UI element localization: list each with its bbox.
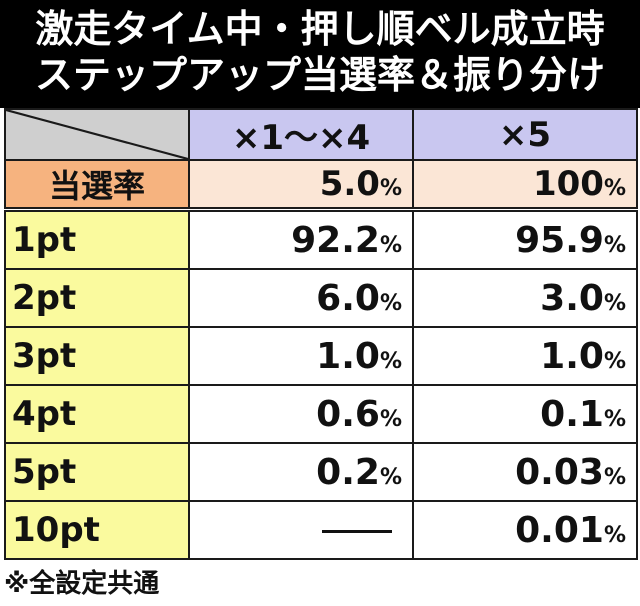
row-label: 1pt <box>4 210 190 270</box>
dash-icon <box>322 530 392 533</box>
row-value-col2: 95.9% <box>412 210 638 270</box>
rate-value-col-1-number: 5.0 <box>319 164 380 204</box>
row-label: 4pt <box>4 384 190 444</box>
header-row: ×1〜×4 ×5 <box>4 108 638 161</box>
value-unit: % <box>379 348 402 374</box>
row-value-col2: 0.03% <box>412 442 638 502</box>
row-value-col1: 1.0% <box>188 326 414 386</box>
value-unit: % <box>603 290 626 316</box>
value-unit: % <box>379 290 402 316</box>
value-number: 0.01 <box>515 509 604 551</box>
value-number: 95.9 <box>515 219 604 261</box>
row-value-col2: 3.0% <box>412 268 638 328</box>
value-number: 1.0 <box>540 335 604 377</box>
row-value-col2: 0.1% <box>412 384 638 444</box>
title-line-1: 激走タイム中・押し順ベル成立時 <box>35 7 605 51</box>
rate-value-col-2: 100% <box>412 159 638 209</box>
row-label: 5pt <box>4 442 190 502</box>
diagonal-line-icon <box>7 111 187 158</box>
value-number: 0.2 <box>316 451 380 493</box>
row-value-col1: 6.0% <box>188 268 414 328</box>
value-unit: % <box>379 406 402 432</box>
value-unit: % <box>379 464 402 490</box>
title-banner: 激走タイム中・押し順ベル成立時 ステップアップ当選率＆振り分け <box>0 0 640 108</box>
row-value-col1: 0.6% <box>188 384 414 444</box>
row-value-col2: 1.0% <box>412 326 638 386</box>
value-unit: % <box>603 522 626 548</box>
rate-value-col-1: 5.0% <box>188 159 414 209</box>
row-label: 3pt <box>4 326 190 386</box>
header-col-1: ×1〜×4 <box>188 108 414 161</box>
winning-rate-table: ×1〜×4 ×5 当選率 5.0% 100% <box>4 108 638 209</box>
value-number: 6.0 <box>316 277 380 319</box>
value-unit: % <box>603 348 626 374</box>
table-row: 4pt 0.6% 0.1% <box>4 384 638 444</box>
rate-label: 当選率 <box>4 159 190 209</box>
row-label: 2pt <box>4 268 190 328</box>
corner-cell <box>4 108 190 161</box>
rate-value-col-2-number: 100 <box>532 164 604 204</box>
row-value-col1: 0.2% <box>188 442 414 502</box>
value-number: 0.03 <box>515 451 604 493</box>
value-number: 0.6 <box>316 393 380 435</box>
title-line-2: ステップアップ当選率＆振り分け <box>34 53 605 97</box>
table-row: 5pt 0.2% 0.03% <box>4 442 638 502</box>
distribution-table: 1pt 92.2% 95.9% 2pt 6.0% 3.0% 3pt 1.0% 1.0% 4pt 0.… <box>4 210 638 560</box>
value-unit: % <box>603 464 626 490</box>
table-row: 10pt 0.01% <box>4 500 638 560</box>
rate-row: 当選率 5.0% 100% <box>4 159 638 209</box>
value-unit: % <box>603 232 626 258</box>
value-number: 92.2 <box>291 219 380 261</box>
footnote: ※全設定共通 <box>4 569 160 599</box>
header-col-2: ×5 <box>412 108 638 161</box>
table-row: 3pt 1.0% 1.0% <box>4 326 638 386</box>
row-value-col1: 92.2% <box>188 210 414 270</box>
value-unit: % <box>603 406 626 432</box>
value-number: 3.0 <box>540 277 604 319</box>
value-number: 0.1 <box>540 393 604 435</box>
table-row: 1pt 92.2% 95.9% <box>4 210 638 270</box>
value-number: 1.0 <box>316 335 380 377</box>
rate-value-col-2-unit: % <box>603 176 626 201</box>
row-value-col1 <box>188 500 414 560</box>
row-value-col2: 0.01% <box>412 500 638 560</box>
row-label: 10pt <box>4 500 190 560</box>
table-row: 2pt 6.0% 3.0% <box>4 268 638 328</box>
distribution-rows: 1pt 92.2% 95.9% 2pt 6.0% 3.0% 3pt 1.0% 1.0% 4pt 0.… <box>4 210 638 560</box>
rate-value-col-1-unit: % <box>379 176 402 201</box>
value-unit: % <box>379 232 402 258</box>
